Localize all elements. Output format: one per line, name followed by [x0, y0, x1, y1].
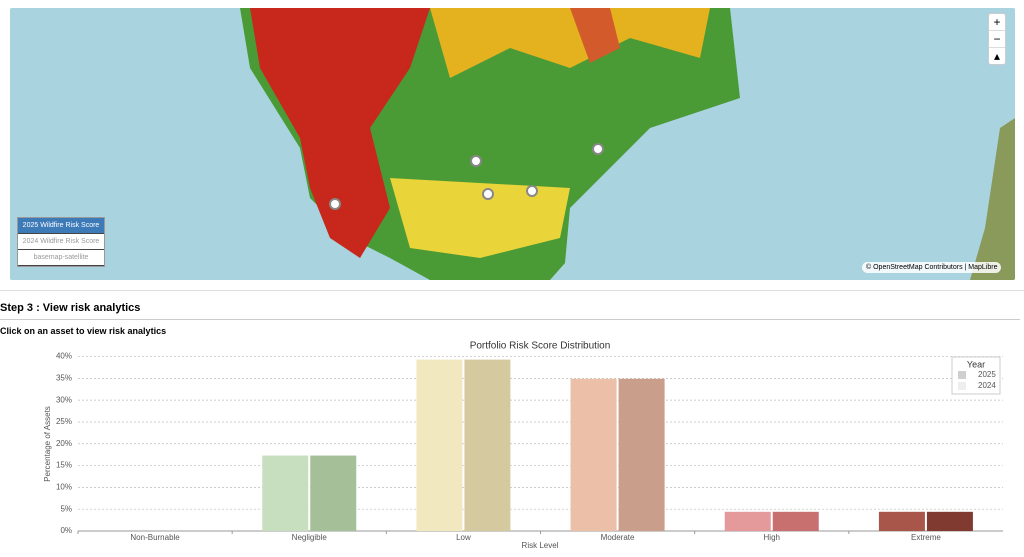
y-tick-label: 10%	[56, 482, 72, 491]
y-tick-label: 40%	[56, 352, 72, 361]
map[interactable]	[10, 8, 1015, 280]
asset-marker[interactable]	[482, 188, 494, 200]
moderate-risk-region	[430, 8, 710, 78]
bar	[878, 511, 925, 531]
bar	[926, 511, 973, 531]
asset-marker[interactable]	[329, 198, 341, 210]
land	[970, 118, 1015, 280]
layer-button[interactable]: 2024 Wildfire Risk Score	[18, 234, 104, 250]
legend-title: Year	[967, 359, 985, 369]
divider	[0, 319, 1020, 320]
legend-label: 2024	[978, 381, 996, 390]
chart: Portfolio Risk Score Distribution Risk L…	[43, 341, 1003, 550]
layer-switcher: 2025 Wildfire Risk Score 2024 Wildfire R…	[17, 217, 105, 267]
x-tick-label: Extreme	[911, 533, 941, 542]
bar	[570, 378, 617, 531]
y-tick-label: 5%	[60, 504, 72, 513]
bar	[772, 511, 819, 531]
attribution: © OpenStreetMap Contributors | MapLibre	[862, 262, 1002, 273]
map-canvas	[240, 8, 1015, 280]
y-tick-label: 15%	[56, 461, 72, 470]
y-tick-label: 20%	[56, 439, 72, 448]
compass[interactable]: ▴	[993, 49, 1001, 63]
high-risk-region	[250, 8, 430, 258]
bar	[416, 359, 463, 531]
moderate-risk-region	[390, 178, 570, 258]
bar	[310, 455, 357, 531]
x-tick-label: Moderate	[601, 533, 635, 542]
asset-marker[interactable]	[526, 185, 538, 197]
section-title: Step 3 : View risk analytics	[0, 302, 141, 314]
divider	[0, 290, 1024, 291]
instruction: Click on an asset to view risk analytics	[0, 326, 167, 336]
x-tick-label: High	[764, 533, 780, 542]
legend-swatch	[958, 382, 966, 390]
x-tick-label: Low	[456, 533, 471, 542]
zoom-in[interactable]: +	[989, 14, 1005, 31]
layer-button[interactable]: 2025 Wildfire Risk Score	[18, 218, 104, 234]
x-axis-label: Risk Level	[522, 541, 559, 550]
bar	[618, 378, 665, 531]
y-axis-label: Percentage of Assets	[43, 406, 52, 482]
zoom-control: + − ▴	[988, 13, 1006, 65]
asset-marker[interactable]	[470, 155, 482, 167]
zoom-out[interactable]: −	[989, 31, 1005, 48]
bar	[262, 455, 309, 531]
chart-title: Portfolio Risk Score Distribution	[470, 341, 611, 352]
x-tick-label: Non-Burnable	[130, 533, 180, 542]
legend-label: 2025	[978, 370, 996, 379]
legend-swatch	[958, 371, 966, 379]
risk-region	[570, 8, 620, 63]
layer-button[interactable]: basemap-satellite	[18, 250, 104, 266]
y-tick-label: 35%	[56, 373, 72, 382]
x-tick-label: Negligible	[292, 533, 328, 542]
bar	[464, 359, 511, 531]
bar	[724, 511, 771, 531]
y-tick-label: 30%	[56, 395, 72, 404]
y-tick-label: 0%	[60, 526, 72, 535]
asset-marker[interactable]	[592, 143, 604, 155]
y-tick-label: 25%	[56, 417, 72, 426]
